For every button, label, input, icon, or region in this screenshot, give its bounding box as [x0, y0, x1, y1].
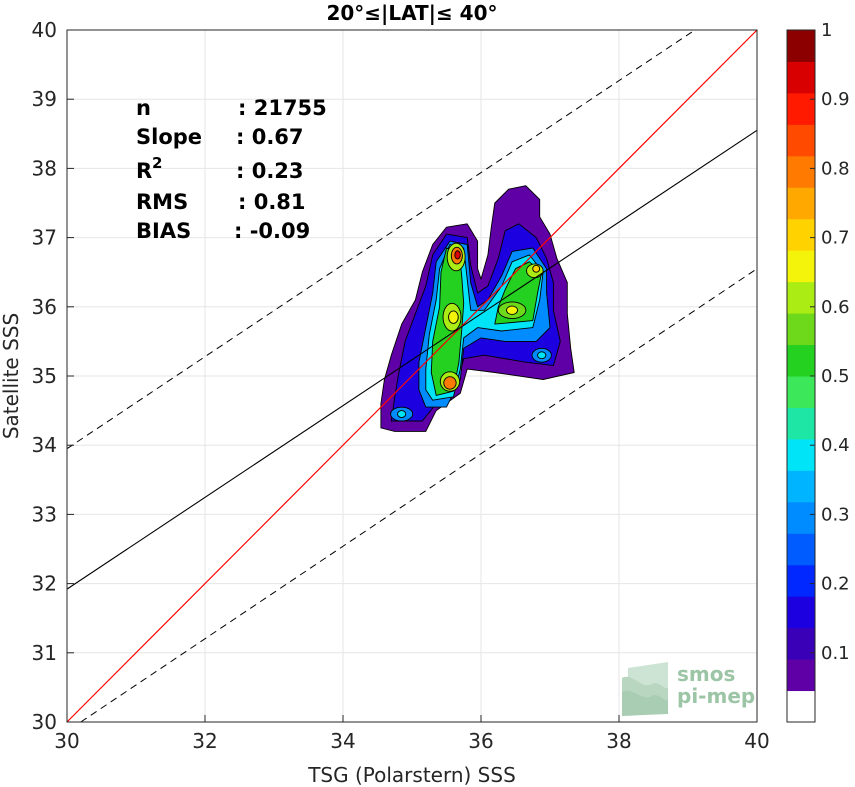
colorbar-swatch: [787, 659, 815, 692]
logo-text-pimep: pi-mep: [677, 684, 755, 708]
chart-title: 20°≤|LAT|≤ 40°: [326, 1, 497, 25]
stat-label: n: [136, 96, 151, 120]
y-tick-label: 35: [32, 364, 57, 388]
stat-label: Slope: [136, 125, 202, 149]
upper-dashed-line: [66, 29, 696, 450]
colorbar-tick-label: 0.6: [821, 297, 850, 318]
colorbar-swatch: [787, 407, 815, 440]
colorbar-tick-label: 0.5: [821, 366, 850, 387]
y-axis-ticks: 30 31 32 33 34 35 36 37 38 39 40: [32, 18, 74, 734]
peak-contour-1b: [443, 376, 457, 390]
y-tick-label: 38: [32, 156, 57, 180]
density-contours: [380, 185, 575, 432]
grid: [66, 29, 758, 723]
colorbar-swatch: [787, 438, 815, 471]
x-tick-label: 30: [54, 729, 79, 753]
y-tick-label: 37: [32, 226, 57, 250]
colorbar-swatch: [787, 281, 815, 314]
stat-value: : 0.23: [236, 159, 304, 183]
y-tick-label: 32: [32, 572, 57, 596]
colorbar-tick-label: 0.2: [821, 574, 850, 595]
peak-contour-5b: [532, 264, 541, 273]
x-axis-label: TSG (Polarstern) SSS: [307, 763, 516, 787]
statistics-box: n : 21755 Slope : 0.67 R 2 : 0.23 RMS : 0.81 BIAS…: [136, 96, 327, 243]
colorbar-swatch: [787, 124, 815, 157]
colorbar-swatch: [787, 596, 815, 629]
colorbar-swatch: [787, 501, 815, 534]
x-tick-label: 36: [468, 729, 493, 753]
colorbar-tick-label: 0.3: [821, 504, 850, 525]
stat-label: BIAS: [136, 219, 191, 243]
colorbar-swatch: [787, 155, 815, 188]
colorbar-swatch: [787, 376, 815, 408]
peak-contour-2b: [448, 310, 459, 324]
colorbar-swatch: [787, 470, 815, 503]
stat-label: R: [136, 159, 152, 183]
x-tick-label: 32: [192, 729, 217, 753]
colorbar-swatch: [787, 61, 815, 94]
colorbar-tick-label: 0.4: [821, 435, 850, 456]
colorbar-swatch: [787, 564, 815, 597]
y-tick-label: 30: [32, 710, 57, 734]
lower-dashed-line: [80, 268, 758, 723]
colorbar-swatch: [787, 218, 815, 251]
stat-label: RMS: [136, 190, 188, 214]
peak-contour-7b: [537, 351, 547, 360]
stat-value: : 0.67: [236, 125, 304, 149]
peak-contour-6b: [397, 410, 407, 418]
colorbar-swatch: [787, 313, 815, 346]
y-tick-label: 36: [32, 295, 57, 319]
regression-line: [66, 129, 758, 590]
colorbar-swatch: [787, 250, 815, 283]
peak-contour-3c: [454, 250, 461, 260]
colorbar-tick-label: 0.1: [821, 643, 850, 664]
stat-value: : 21755: [238, 96, 327, 120]
y-axis-label: Satellite SSS: [0, 313, 23, 439]
stat-value: : 0.81: [238, 190, 306, 214]
y-tick-label: 31: [32, 641, 57, 665]
x-tick-label: 40: [744, 729, 769, 753]
one-to-one-line: [66, 29, 758, 723]
plot-area: [66, 29, 758, 723]
colorbar-swatch: [787, 627, 815, 660]
colorbar-tick-label: 1: [821, 20, 832, 41]
colorbar-tick-label: 0.9: [821, 89, 850, 110]
stat-superscript: 2: [152, 154, 162, 172]
logo-text-smos: smos: [677, 662, 735, 686]
colorbar-swatch: [787, 344, 815, 377]
y-tick-label: 39: [32, 87, 57, 111]
x-tick-label: 34: [330, 729, 355, 753]
colorbar-swatch: [787, 533, 815, 566]
reference-lines: [66, 29, 758, 723]
colorbar-tick-label: 0.7: [821, 228, 850, 249]
y-tick-label: 33: [32, 502, 57, 526]
colorbar-swatch: [787, 92, 815, 125]
x-axis-ticks: 30 32 34 36 38 40: [54, 715, 770, 753]
colorbar: 0.1 0.2 0.3 0.4 0.5 0.6 0.7 0.8 0.9 1: [786, 20, 850, 723]
peak-contour-4b: [506, 305, 519, 315]
colorbar-swatch: [787, 187, 815, 220]
colorbar-tick-label: 0.8: [821, 158, 850, 179]
colorbar-swatch: [787, 30, 815, 62]
x-tick-label: 38: [606, 729, 631, 753]
y-tick-label: 34: [32, 433, 57, 457]
colorbar-swatch: [787, 690, 815, 723]
y-tick-label: 40: [32, 18, 57, 42]
logo-waves-icon: [622, 662, 668, 716]
stat-value: : -0.09: [234, 219, 310, 243]
smos-pimep-logo: smos pi-mep: [622, 662, 755, 716]
